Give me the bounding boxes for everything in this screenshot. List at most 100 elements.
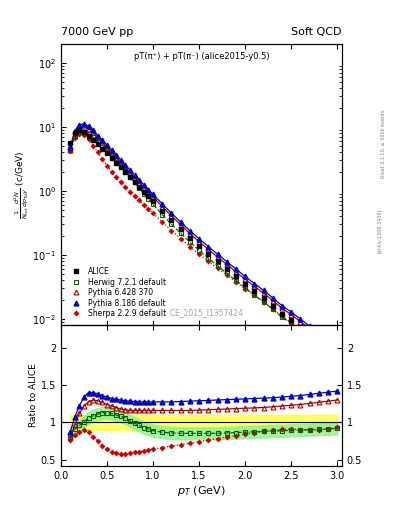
ALICE (118, 164, 123, 170)
Herwig 7.2.1 default (82, 129, 86, 135)
Sherpa 2.2.9 default (197, 251, 202, 257)
ALICE (105, 151, 109, 157)
ALICE (169, 217, 174, 223)
Pythia 8.186 default (169, 210, 174, 217)
ALICE (270, 303, 275, 309)
Pythia 6.428 370 (137, 180, 141, 186)
Herwig 7.2.1 default (109, 152, 114, 158)
ALICE (109, 155, 114, 161)
Pythia 8.186 default (316, 330, 321, 336)
Herwig 7.2.1 default (123, 167, 128, 174)
Pythia 8.186 default (146, 186, 151, 193)
ALICE (335, 352, 340, 358)
Pythia 8.186 default (77, 122, 82, 128)
Sherpa 2.2.9 default (72, 135, 77, 141)
Pythia 6.428 370 (132, 175, 137, 181)
Pythia 8.186 default (137, 177, 141, 183)
Sherpa 2.2.9 default (233, 279, 238, 285)
ALICE (86, 133, 91, 139)
Pythia 6.428 370 (243, 276, 248, 282)
Herwig 7.2.1 default (68, 145, 72, 152)
Pythia 6.428 370 (270, 297, 275, 304)
Herwig 7.2.1 default (100, 142, 105, 148)
Text: pT(π⁺) + pT(π⁻) (alice2015-y0.5): pT(π⁺) + pT(π⁻) (alice2015-y0.5) (134, 52, 269, 61)
Pythia 8.186 default (197, 236, 202, 242)
Pythia 8.186 default (187, 228, 192, 234)
Sherpa 2.2.9 default (151, 210, 155, 217)
Herwig 7.2.1 default (215, 263, 220, 269)
Sherpa 2.2.9 default (326, 348, 331, 354)
Pythia 8.186 default (128, 167, 132, 173)
Sherpa 2.2.9 default (105, 163, 109, 169)
Herwig 7.2.1 default (289, 321, 294, 327)
Herwig 7.2.1 default (178, 230, 183, 236)
ALICE (289, 317, 294, 324)
Herwig 7.2.1 default (197, 247, 202, 253)
Pythia 6.428 370 (146, 189, 151, 195)
Herwig 7.2.1 default (252, 292, 257, 298)
Herwig 7.2.1 default (151, 201, 155, 207)
Sherpa 2.2.9 default (132, 193, 137, 199)
Pythia 8.186 default (141, 182, 146, 188)
Pythia 8.186 default (261, 287, 266, 293)
Pythia 8.186 default (95, 133, 100, 139)
Legend: ALICE, Herwig 7.2.1 default, Pythia 6.428 370, Pythia 8.186 default, Sherpa 2.2.: ALICE, Herwig 7.2.1 default, Pythia 6.42… (65, 264, 169, 322)
Y-axis label: Ratio to ALICE: Ratio to ALICE (29, 364, 38, 428)
Pythia 8.186 default (233, 266, 238, 272)
Sherpa 2.2.9 default (224, 272, 229, 278)
Pythia 6.428 370 (95, 134, 100, 140)
Herwig 7.2.1 default (141, 190, 146, 197)
Sherpa 2.2.9 default (100, 156, 105, 162)
ALICE (82, 129, 86, 135)
Pythia 6.428 370 (224, 262, 229, 268)
Herwig 7.2.1 default (132, 179, 137, 185)
Pythia 6.428 370 (233, 269, 238, 275)
ALICE (178, 226, 183, 232)
ALICE (91, 137, 95, 143)
Pythia 6.428 370 (280, 305, 285, 311)
Pythia 8.186 default (151, 191, 155, 198)
Pythia 8.186 default (178, 219, 183, 225)
Text: 7000 GeV pp: 7000 GeV pp (61, 27, 133, 37)
Sherpa 2.2.9 default (146, 206, 151, 212)
Pythia 6.428 370 (178, 222, 183, 228)
Pythia 6.428 370 (123, 165, 128, 171)
ALICE (95, 141, 100, 147)
Pythia 6.428 370 (289, 311, 294, 317)
Pythia 6.428 370 (206, 246, 211, 252)
Sherpa 2.2.9 default (95, 150, 100, 156)
Sherpa 2.2.9 default (178, 236, 183, 242)
ALICE (326, 346, 331, 352)
Sherpa 2.2.9 default (128, 189, 132, 195)
Pythia 6.428 370 (326, 339, 331, 345)
Herwig 7.2.1 default (261, 299, 266, 305)
Sherpa 2.2.9 default (86, 136, 91, 142)
Pythia 6.428 370 (72, 131, 77, 137)
Sherpa 2.2.9 default (91, 142, 95, 148)
Herwig 7.2.1 default (335, 355, 340, 361)
ALICE (233, 273, 238, 280)
Sherpa 2.2.9 default (68, 148, 72, 154)
Text: Soft QCD: Soft QCD (292, 27, 342, 37)
Pythia 8.186 default (118, 157, 123, 163)
Pythia 6.428 370 (316, 332, 321, 338)
Pythia 8.186 default (289, 309, 294, 315)
Pythia 6.428 370 (91, 130, 95, 136)
Herwig 7.2.1 default (280, 314, 285, 320)
Herwig 7.2.1 default (224, 270, 229, 276)
Herwig 7.2.1 default (146, 196, 151, 202)
Pythia 8.186 default (206, 244, 211, 250)
Herwig 7.2.1 default (118, 162, 123, 168)
Pythia 8.186 default (215, 251, 220, 257)
Pythia 8.186 default (335, 343, 340, 349)
Pythia 6.428 370 (105, 144, 109, 151)
Herwig 7.2.1 default (187, 239, 192, 245)
ALICE (141, 188, 146, 195)
Pythia 6.428 370 (335, 345, 340, 351)
Herwig 7.2.1 default (137, 185, 141, 191)
Sherpa 2.2.9 default (114, 174, 119, 180)
Sherpa 2.2.9 default (123, 184, 128, 190)
ALICE (151, 198, 155, 204)
ALICE (100, 145, 105, 152)
Pythia 8.186 default (224, 259, 229, 265)
